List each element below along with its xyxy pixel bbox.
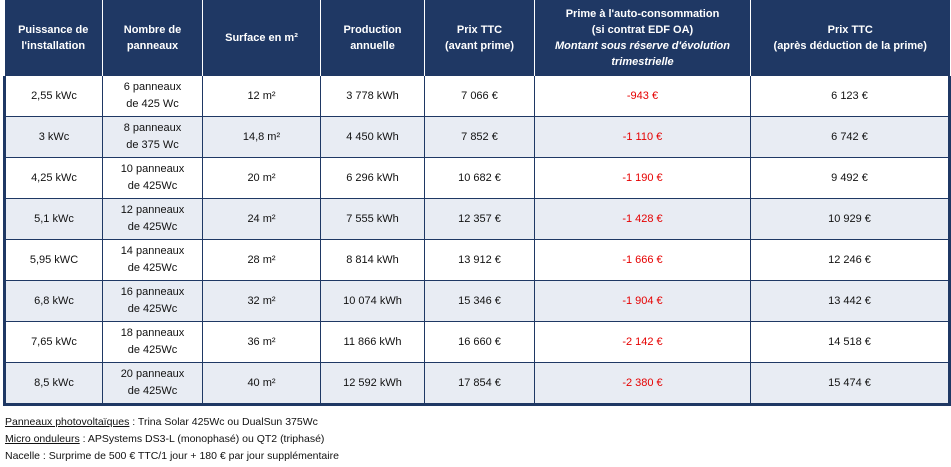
cell-prix-avant: 13 912 € — [424, 239, 535, 281]
table-body: 2,55 kWc 6 panneaux de 425 Wc 12 m² 3 778 kW… — [3, 76, 951, 406]
cell-prix-apres: 14 518 € — [750, 321, 951, 363]
cell-prime: -1 666 € — [534, 239, 751, 281]
header-puissance: Puissance de l'installation — [4, 0, 103, 76]
cell-surface: 24 m² — [202, 198, 321, 240]
note-nacelle: Nacelle : Surprime de 500 € TTC/1 jour +… — [5, 450, 339, 462]
cell-prix-avant: 7 066 € — [424, 76, 535, 117]
header-surface: Surface en m² — [202, 0, 321, 76]
cell-puissance: 7,65 kWc — [3, 321, 103, 363]
header-panneaux: Nombre de panneaux — [102, 0, 203, 76]
footnotes: Panneaux photovoltaïques : Trina Solar 4… — [5, 414, 339, 465]
cell-surface: 32 m² — [202, 280, 321, 322]
table-row: 5,1 kWc 12 panneaux de 425Wc 24 m² 7 555 kWh… — [3, 198, 951, 240]
cell-prix-apres: 13 442 € — [750, 280, 951, 322]
cell-prix-apres: 10 929 € — [750, 198, 951, 240]
cell-prix-avant: 10 682 € — [424, 157, 535, 199]
cell-surface: 28 m² — [202, 239, 321, 281]
cell-surface: 20 m² — [202, 157, 321, 199]
pricing-table: Puissance de l'installation Nombre de pann… — [3, 0, 951, 406]
table-row: 7,65 kWc 18 panneaux de 425Wc 36 m² 11 866 k… — [3, 321, 951, 363]
cell-production: 12 592 kWh — [320, 362, 425, 406]
cell-puissance: 4,25 kWc — [3, 157, 103, 199]
cell-surface: 12 m² — [202, 76, 321, 117]
cell-prix-apres: 12 246 € — [750, 239, 951, 281]
cell-prix-avant: 7 852 € — [424, 116, 535, 158]
cell-prime: -1 428 € — [534, 198, 751, 240]
table-row: 4,25 kWc 10 panneaux de 425Wc 20 m² 6 296 kW… — [3, 157, 951, 199]
cell-prix-apres: 15 474 € — [750, 362, 951, 406]
note-panneaux-label: Panneaux photovoltaïques — [5, 416, 130, 428]
cell-panneaux: 14 panneaux de 425Wc — [102, 239, 203, 281]
cell-panneaux: 16 panneaux de 425Wc — [102, 280, 203, 322]
cell-prix-apres: 6 123 € — [750, 76, 951, 117]
cell-prix-avant: 15 346 € — [424, 280, 535, 322]
cell-production: 7 555 kWh — [320, 198, 425, 240]
cell-puissance: 2,55 kWc — [3, 76, 103, 117]
cell-puissance: 3 kWc — [3, 116, 103, 158]
cell-surface: 14,8 m² — [202, 116, 321, 158]
cell-prix-avant: 16 660 € — [424, 321, 535, 363]
cell-puissance: 8,5 kWc — [3, 362, 103, 406]
cell-prime: -2 142 € — [534, 321, 751, 363]
cell-panneaux: 10 panneaux de 425Wc — [102, 157, 203, 199]
cell-production: 8 814 kWh — [320, 239, 425, 281]
header-row: Puissance de l'installation Nombre de pann… — [4, 0, 950, 76]
cell-production: 4 450 kWh — [320, 116, 425, 158]
header-prime: Prime à l'auto-consommation (si contrat E… — [534, 0, 751, 76]
cell-prix-avant: 17 854 € — [424, 362, 535, 406]
cell-puissance: 6,8 kWc — [3, 280, 103, 322]
table-row: 3 kWc 8 panneaux de 375 Wc 14,8 m² 4 450 kWh… — [3, 116, 951, 158]
cell-surface: 40 m² — [202, 362, 321, 406]
table-row: 8,5 kWc 20 panneaux de 425Wc 40 m² 12 592 kW… — [3, 362, 951, 406]
cell-panneaux: 12 panneaux de 425Wc — [102, 198, 203, 240]
cell-surface: 36 m² — [202, 321, 321, 363]
cell-prime: -1 110 € — [534, 116, 751, 158]
cell-panneaux: 20 panneaux de 425Wc — [102, 362, 203, 406]
cell-prime: -1 190 € — [534, 157, 751, 199]
note-micro: Micro onduleurs : APSystems DS3-L (monop… — [5, 433, 325, 445]
cell-prix-avant: 12 357 € — [424, 198, 535, 240]
note-micro-label: Micro onduleurs — [5, 433, 80, 445]
note-panneaux: Panneaux photovoltaïques : Trina Solar 4… — [5, 416, 318, 428]
cell-puissance: 5,95 kWC — [3, 239, 103, 281]
header-prix-avant: Prix TTC (avant prime) — [424, 0, 535, 76]
cell-production: 11 866 kWh — [320, 321, 425, 363]
cell-puissance: 5,1 kWc — [3, 198, 103, 240]
table-row: 5,95 kWC 14 panneaux de 425Wc 28 m² 8 814 kW… — [3, 239, 951, 281]
cell-production: 10 074 kWh — [320, 280, 425, 322]
cell-panneaux: 18 panneaux de 425Wc — [102, 321, 203, 363]
cell-prime: -2 380 € — [534, 362, 751, 406]
cell-prix-apres: 9 492 € — [750, 157, 951, 199]
header-production: Production annuelle — [320, 0, 425, 76]
table-row: 6,8 kWc 16 panneaux de 425Wc 32 m² 10 074 kW… — [3, 280, 951, 322]
cell-prime: -1 904 € — [534, 280, 751, 322]
cell-prime: -943 € — [534, 76, 751, 117]
table-row: 2,55 kWc 6 panneaux de 425 Wc 12 m² 3 778 kW… — [3, 76, 951, 117]
cell-prix-apres: 6 742 € — [750, 116, 951, 158]
cell-panneaux: 8 panneaux de 375 Wc — [102, 116, 203, 158]
cell-production: 3 778 kWh — [320, 76, 425, 117]
cell-panneaux: 6 panneaux de 425 Wc — [102, 76, 203, 117]
cell-production: 6 296 kWh — [320, 157, 425, 199]
header-prix-apres: Prix TTC (après déduction de la prime) — [750, 0, 950, 76]
